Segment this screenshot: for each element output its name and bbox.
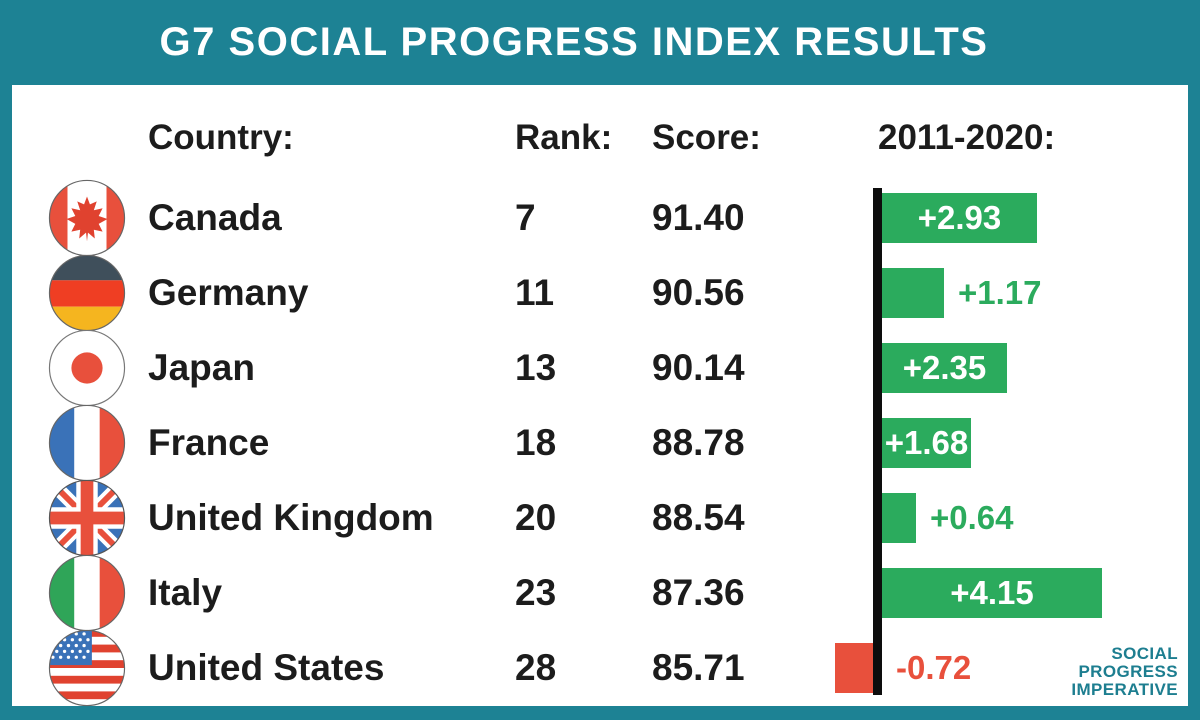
flag-germany-icon (48, 254, 126, 332)
chart-axis-line (873, 188, 882, 695)
table-row-canada: Canada 7 91.40 (0, 179, 872, 257)
bar-value-label: +4.15 (950, 574, 1034, 611)
country-name: Germany (148, 272, 309, 313)
table-row-germany: Germany 11 90.56 (0, 254, 872, 332)
country-name: Canada (148, 197, 282, 238)
rank-value: 13 (515, 347, 557, 388)
rank-value: 11 (515, 272, 555, 313)
flag-united-states-icon (48, 629, 126, 707)
table-row-united-states: United States 28 85.71 (0, 629, 872, 707)
logo-line-1: SOCIAL (1111, 644, 1178, 663)
column-header-country: Country: (148, 118, 294, 157)
change-bar-germany: +1.17 (0, 268, 1200, 318)
bar-segment (882, 568, 1102, 618)
bar-value-label: -0.72 (896, 649, 972, 686)
change-bar-canada: +2.93 (0, 193, 1200, 243)
bar-segment (882, 193, 1037, 243)
column-header-change: 2011-2020: (878, 118, 1056, 157)
flag-japan-icon (48, 329, 126, 407)
title-band: G7 SOCIAL PROGRESS INDEX RESULTS (0, 0, 1148, 85)
score-value: 85.71 (652, 647, 745, 688)
table-row-france: France 18 88.78 (0, 404, 872, 482)
logo-line-3: IMPERATIVE (1071, 680, 1178, 699)
bar-segment (882, 343, 1007, 393)
bar-value-label: +1.68 (884, 424, 969, 461)
country-name: Italy (148, 572, 223, 613)
bar-segment (882, 268, 944, 318)
rank-value: 18 (515, 422, 557, 463)
flag-united-kingdom-icon (48, 479, 126, 557)
column-header-score: Score: (652, 118, 761, 157)
bar-segment (882, 493, 916, 543)
table-row-united-kingdom: United Kingdom 20 88.54 (0, 479, 872, 557)
page-title: G7 SOCIAL PROGRESS INDEX RESULTS (159, 20, 989, 64)
change-bar-italy: +4.15 (0, 568, 1200, 618)
country-name: United States (148, 647, 385, 688)
social-progress-imperative-logo: SOCIAL PROGRESS IMPERATIVE (1071, 645, 1178, 699)
country-name: France (148, 422, 270, 463)
change-bar-united-states: -0.72 (0, 643, 1200, 693)
bar-segment (835, 643, 873, 693)
score-value: 88.78 (652, 422, 745, 463)
bar-value-label: +2.35 (902, 349, 987, 386)
score-value: 88.54 (652, 497, 745, 538)
rank-value: 20 (515, 497, 557, 538)
logo-line-2: PROGRESS (1078, 662, 1178, 681)
flag-canada-icon (48, 179, 126, 257)
rank-value: 7 (515, 197, 536, 238)
table-row-japan: Japan 13 90.14 (0, 329, 872, 407)
flag-france-icon (48, 404, 126, 482)
change-bar-japan: +2.35 (0, 343, 1200, 393)
score-value: 90.14 (652, 347, 745, 388)
country-name: Japan (148, 347, 255, 388)
bar-value-label: +0.64 (930, 499, 1014, 536)
bar-value-label: +2.93 (917, 199, 1002, 236)
bar-value-label: +1.17 (958, 274, 1042, 311)
country-name: United Kingdom (148, 497, 434, 538)
score-value: 90.56 (652, 272, 745, 313)
bar-segment (882, 418, 971, 468)
rank-value: 23 (515, 572, 557, 613)
change-bar-united-kingdom: +0.64 (0, 493, 1200, 543)
column-header-rank: Rank: (515, 118, 613, 157)
rank-value: 28 (515, 647, 557, 688)
score-value: 91.40 (652, 197, 745, 238)
change-bar-france: +1.68 (0, 418, 1200, 468)
score-value: 87.36 (652, 572, 745, 613)
